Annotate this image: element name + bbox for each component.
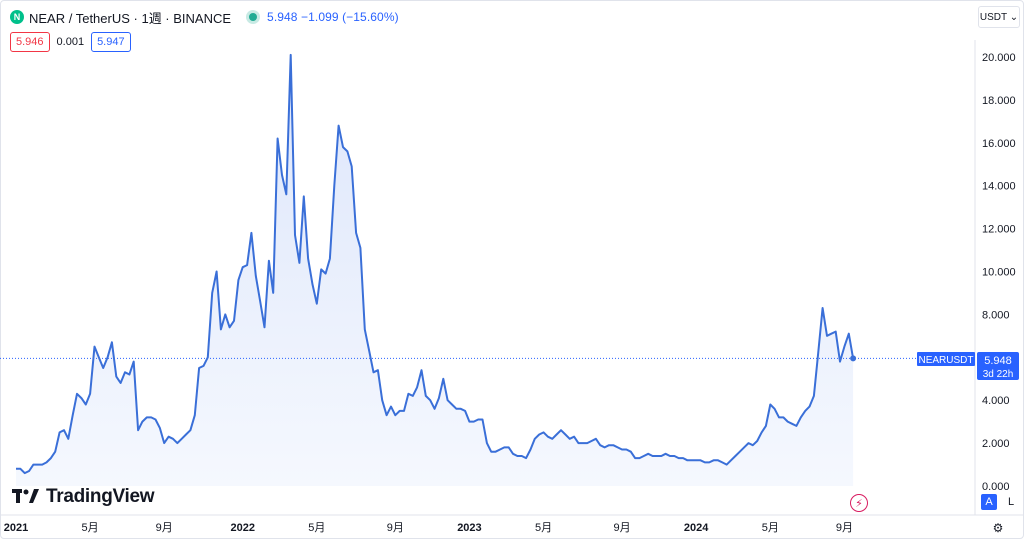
buy-button[interactable]: 5.947 [91, 32, 131, 52]
symbol-legend[interactable]: N NEAR / TetherUS · 1週 · BINANCE 5.948 −… [10, 8, 399, 26]
x-tick-label: 2023 [457, 522, 481, 534]
price-tag-price: 5.948 [984, 355, 1012, 367]
tradingview-wordmark: TradingView [46, 486, 155, 507]
price-tag-symbol: NEARUSDT [918, 355, 973, 366]
tradingview-logo[interactable]: TradingView [12, 486, 155, 508]
x-tick-label: 5月 [762, 522, 779, 534]
price-line [16, 53, 855, 475]
x-tick-label: 2021 [4, 522, 28, 534]
price-change: 5.948 −1.099 (−15.60%) [267, 10, 399, 24]
x-tick-label: 2022 [230, 522, 254, 534]
time-axis[interactable]: 2021 5月 9月 2022 5月 9月 2023 5月 9月 2024 5月 9月 [4, 522, 853, 534]
gear-icon[interactable]: ⚙ [992, 521, 1004, 535]
spread-value: 0.001 [56, 36, 85, 48]
y-tick-label: 12.000 [982, 224, 1016, 236]
x-tick-label: 2024 [684, 522, 709, 534]
y-tick-label: 4.000 [982, 395, 1010, 407]
price-axis[interactable]: 20.000 18.000 16.000 14.000 12.000 10.000 8.00… [982, 52, 1016, 493]
y-tick-label: 0.000 [982, 481, 1010, 493]
near-logo-icon: N [10, 10, 24, 24]
x-tick-label: 5月 [82, 522, 99, 534]
y-tick-label: 20.000 [982, 52, 1016, 64]
y-tick-label: 14.000 [982, 181, 1016, 193]
log-scale-button[interactable]: L [1007, 496, 1015, 508]
x-tick-label: 9月 [836, 522, 853, 534]
symbol-title[interactable]: NEAR / TetherUS · 1週 · BINANCE [29, 10, 232, 26]
last-price-dot [850, 355, 857, 362]
y-tick-label: 2.000 [982, 438, 1010, 450]
auto-scale-button[interactable]: A [981, 494, 997, 510]
currency-selector[interactable]: USDT ⌄ [978, 6, 1020, 28]
x-tick-label: 5月 [535, 522, 552, 534]
x-tick-label: 9月 [156, 522, 173, 534]
price-area-fill [16, 54, 854, 487]
price-tag-countdown: 3d 22h [983, 369, 1014, 380]
y-tick-label: 18.000 [982, 95, 1016, 107]
y-tick-label: 8.000 [982, 309, 1010, 321]
x-tick-label: 5月 [308, 522, 325, 534]
x-tick-label: 9月 [387, 522, 404, 534]
y-tick-label: 10.000 [982, 267, 1016, 279]
lightning-icon[interactable]: ⚡ [850, 494, 868, 512]
trade-row: 5.946 0.001 5.947 [10, 32, 131, 52]
y-tick-label: 16.000 [982, 138, 1016, 150]
x-tick-label: 9月 [613, 522, 630, 534]
price-tag: NEARUSDT 5.948 3d 22h [917, 352, 1019, 380]
sell-button[interactable]: 5.946 [10, 32, 50, 52]
tradingview-mark-icon [12, 489, 39, 503]
market-status-dot-icon[interactable] [249, 13, 258, 21]
